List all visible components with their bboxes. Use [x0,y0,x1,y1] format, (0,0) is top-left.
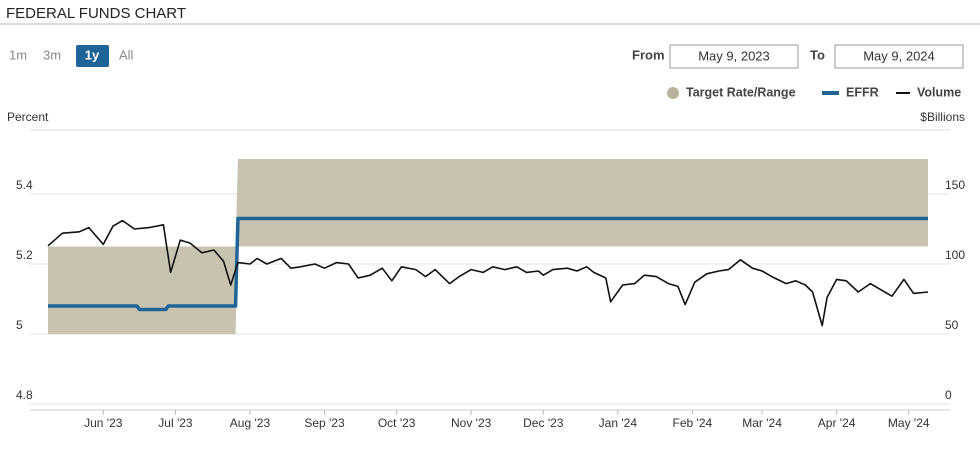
x-tick-label: Oct '23 [378,416,416,430]
x-tick-label: Jan '24 [599,416,638,430]
x-tick-label: May '24 [888,416,930,430]
x-tick-label: Jul '23 [158,416,193,430]
y-tick-label: 4.8 [16,388,33,402]
page-title: FEDERAL FUNDS CHART [6,5,186,22]
y-axis-label: Percent [7,110,49,124]
from-label: From [632,47,665,62]
x-tick-label: Apr '24 [818,416,856,430]
legend-marker [667,87,679,99]
x-tick-label: Mar '24 [742,416,782,430]
y2-axis-label: $Billions [920,110,965,124]
to-input[interactable] [834,44,964,69]
to-value: May 9, 2024 [863,48,935,63]
x-tick-label: Nov '23 [451,416,492,430]
legend-label: Target Rate/Range [686,85,796,99]
y-tick-label: 5.2 [16,248,33,262]
range-button[interactable]: All [119,47,134,62]
range-button[interactable]: 1m [9,47,27,62]
to-label: To [810,47,825,62]
range-button[interactable]: 3m [43,47,61,62]
y2-tick-label: 0 [945,388,952,402]
legend-label: EFFR [846,85,879,99]
y2-tick-label: 50 [945,318,959,332]
x-tick-label: Aug '23 [230,416,271,430]
series-line [48,216,928,312]
range-button[interactable]: 1y [85,47,100,62]
x-tick-label: Feb '24 [673,416,713,430]
from-value: May 9, 2023 [698,48,770,63]
from-input[interactable] [669,44,799,69]
legend-label: Volume [917,85,961,99]
y2-tick-label: 150 [945,178,965,192]
x-tick-label: Sep '23 [304,416,345,430]
y2-tick-label: 100 [945,248,965,262]
y-tick-label: 5.4 [16,178,33,192]
y-tick-label: 5 [16,318,23,332]
x-tick-label: Jun '23 [84,416,123,430]
series-line [47,219,929,327]
target-range-area [48,159,928,334]
range-button-bg [76,45,109,67]
x-tick-label: Dec '23 [523,416,564,430]
